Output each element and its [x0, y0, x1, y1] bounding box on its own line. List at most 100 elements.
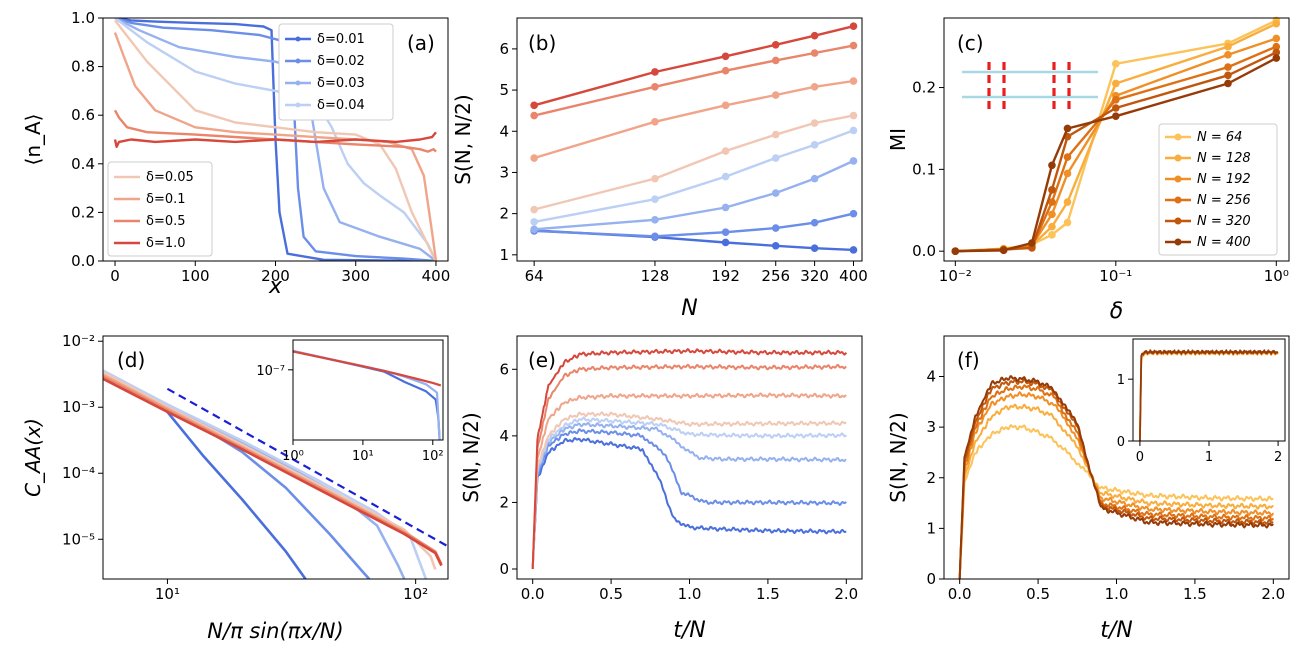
data-point [1272, 34, 1281, 43]
series-line [958, 378, 1274, 580]
data-point [771, 40, 780, 49]
y-axis-label: ⟨n_A⟩ [21, 114, 45, 166]
data-point [1112, 104, 1120, 112]
series-line [958, 384, 1275, 580]
y-axis-label: S(N, N/2) [459, 412, 483, 502]
x-tick-label: 1.5 [756, 585, 780, 603]
panel-c: 10⁻² 10⁻¹ 10⁰ 0.0 0.1 0.2 δ MI (c) N = 64 N = 128 N… [886, 16, 1290, 324]
y-tick-label: 0.2 [71, 203, 95, 221]
y-axis-label: C_AA(x) [21, 418, 45, 497]
series-line [103, 371, 437, 570]
panel-d: 10¹ 10² 10⁻⁵ 10⁻⁴ 10⁻³ 10⁻² N/π sin(πx/N) C_AA(… [21, 332, 449, 643]
reference-line [166, 387, 448, 548]
legend-marker [1174, 196, 1182, 204]
legend-label: δ=0.04 [317, 98, 365, 113]
axes-frame [516, 17, 863, 262]
panel-label: (a) [407, 31, 435, 55]
y-tick-label: 0.0 [912, 242, 936, 260]
data-point [721, 66, 730, 75]
data-point [1048, 210, 1056, 219]
data-point [810, 82, 819, 91]
x-tick-label: 10² [403, 585, 428, 603]
data-point [1063, 169, 1072, 178]
data-point [721, 172, 730, 181]
axes-frame [516, 335, 863, 580]
data-point [849, 111, 858, 120]
data-point [651, 68, 659, 76]
data-point [721, 238, 730, 247]
data-point [1272, 19, 1281, 28]
data-point [651, 216, 659, 224]
series-line [531, 416, 848, 570]
y-tick-label: 2 [499, 205, 509, 223]
x-tick-label: 0.5 [1026, 585, 1050, 603]
x-tick-label: 10⁰ [1264, 267, 1289, 285]
data-point [721, 228, 730, 236]
y-tick-label: 10⁻⁵ [62, 530, 95, 548]
legend-label: δ=0.03 [317, 76, 365, 91]
panel-label: (c) [957, 31, 984, 55]
data-point [849, 246, 858, 254]
inset-y-tick-label: 0 [1117, 435, 1125, 450]
data-point [771, 241, 780, 250]
x-tick-label: 10⁻¹ [1099, 267, 1132, 285]
series-line [958, 391, 1275, 580]
x-tick-label: 256 [761, 267, 790, 285]
inset-x-tick-label: 10² [422, 449, 444, 464]
y-tick-label: 6 [499, 360, 509, 378]
series-line [533, 114, 854, 211]
data-point [810, 119, 819, 127]
data-point [1048, 161, 1056, 170]
data-point [1224, 42, 1232, 51]
panel-label: (f) [957, 348, 980, 372]
y-tick-label: 4 [499, 122, 509, 140]
series-line [534, 159, 854, 231]
data-point [1063, 198, 1072, 206]
data-point [530, 111, 538, 120]
x-tick-label: 192 [711, 267, 740, 285]
plot-area [293, 349, 442, 440]
inset-frame [292, 339, 444, 441]
series-line [531, 411, 847, 570]
series-line [114, 18, 438, 261]
legend-marker [1174, 238, 1182, 246]
legend-box [107, 161, 213, 257]
data-point [721, 101, 730, 110]
x-tick-label: 0.5 [599, 585, 623, 603]
series-line [958, 403, 1274, 580]
data-point [1272, 42, 1281, 51]
inset-x-tick-label: 10¹ [352, 449, 374, 464]
data-point [1112, 60, 1120, 68]
axes-frame [943, 17, 1290, 262]
x-tick-label: 0 [110, 267, 120, 285]
data-point [530, 218, 538, 226]
data-point [1112, 112, 1120, 120]
data-point [849, 41, 858, 50]
y-tick-label: 0.8 [71, 58, 95, 76]
panel-label: (d) [117, 348, 145, 372]
x-axis-label: x [268, 274, 283, 299]
series-line [958, 424, 1274, 580]
x-tick-label: 1.0 [678, 585, 702, 603]
x-axis-label: t/N [673, 618, 706, 643]
legend-label: δ=0.01 [317, 32, 365, 47]
legend-label: δ=1.0 [146, 236, 186, 251]
series-line [531, 363, 847, 570]
y-tick-label: 6 [499, 40, 509, 58]
data-point [849, 126, 858, 135]
x-tick-label: 320 [800, 267, 829, 285]
series-line [534, 212, 854, 238]
y-tick-label: 1 [499, 246, 509, 264]
x-tick-label: 0.0 [521, 585, 545, 603]
y-tick-label: 0.6 [71, 106, 95, 124]
data-point [999, 246, 1008, 255]
y-tick-label: 0 [926, 570, 936, 588]
data-point [849, 157, 858, 165]
legend-box [278, 23, 394, 121]
legend-marker [295, 58, 301, 64]
data-point [1048, 198, 1056, 206]
panel-label: (b) [528, 31, 556, 55]
data-point [651, 195, 659, 204]
x-tick-label: 128 [641, 267, 670, 285]
